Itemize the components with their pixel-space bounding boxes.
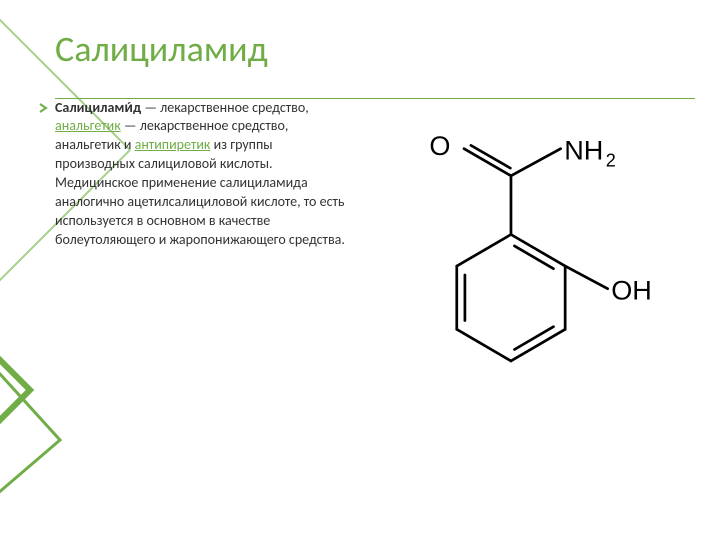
deco-angle	[0, 300, 30, 480]
link-analgesic[interactable]: анальгетик	[55, 117, 121, 134]
slide-content: Салициламид Салицилами́д — лекарственное…	[55, 30, 690, 379]
chevron-bullet-icon	[37, 102, 49, 114]
link-antipyretic[interactable]: антипиретик	[135, 136, 211, 153]
deco-angle	[0, 330, 60, 540]
svg-text:NH: NH	[564, 134, 603, 165]
svg-text:O: O	[429, 130, 450, 161]
paragraph: Салицилами́д — лекарственное средство, а…	[55, 99, 345, 250]
molecule-structure: O NH2 OH	[365, 99, 675, 379]
body-text-block: Салицилами́д — лекарственное средство, а…	[55, 99, 345, 250]
slide-title: Салициламид	[55, 30, 690, 70]
term-bold: Салицилами́д	[55, 99, 141, 116]
svg-text:2: 2	[606, 150, 616, 170]
svg-text:OH: OH	[611, 274, 652, 305]
